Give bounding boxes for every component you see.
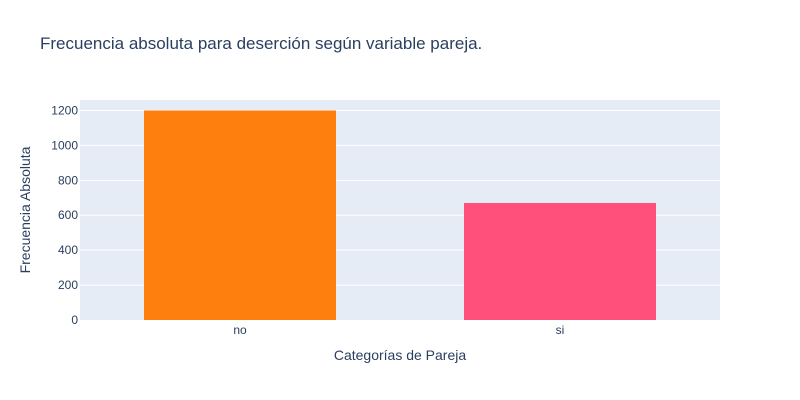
y-tick-label: 0	[71, 313, 78, 327]
y-tick-label: 600	[58, 208, 78, 222]
y-tick-label: 200	[58, 278, 78, 292]
x-tick-labels: no si	[233, 323, 564, 337]
chart-title: Frecuencia absoluta para deserción según…	[40, 34, 483, 53]
y-tick-labels: 0 200 400 600 800 1000 1200	[51, 103, 78, 327]
bar-no[interactable]	[144, 110, 336, 320]
y-tick-label: 1000	[51, 138, 78, 152]
y-tick-label: 800	[58, 173, 78, 187]
y-axis-title: Frecuencia Absoluta	[17, 146, 33, 273]
x-axis-title: Categorías de Pareja	[334, 347, 467, 363]
y-tick-label: 400	[58, 243, 78, 257]
bars	[144, 110, 656, 320]
x-tick-label: no	[233, 323, 247, 337]
bar-si[interactable]	[464, 203, 656, 320]
x-tick-label: si	[556, 323, 565, 337]
y-tick-label: 1200	[51, 103, 78, 117]
